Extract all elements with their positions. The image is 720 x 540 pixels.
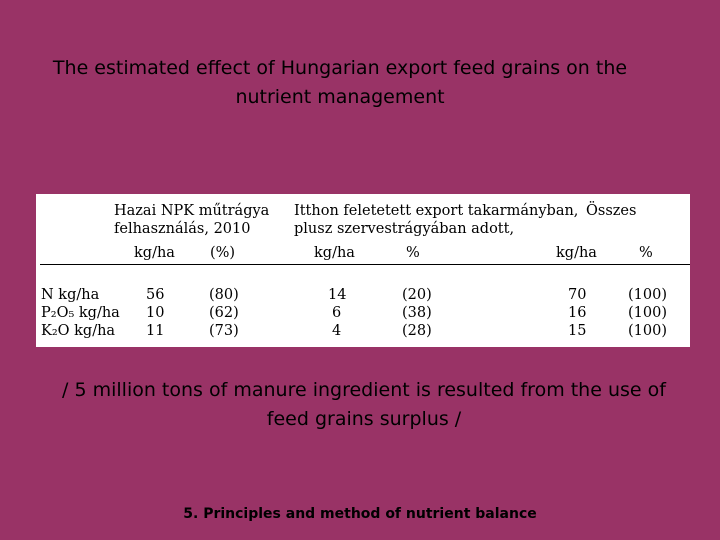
- table-cell: (100): [628, 287, 667, 303]
- slide-footer: 5. Principles and method of nutrient bal…: [183, 506, 537, 522]
- table-cell: (20): [402, 287, 432, 303]
- group-header-osszes: Összes: [586, 203, 637, 219]
- col-header-kgha-3: kg/ha: [556, 245, 597, 261]
- table-cell: (73): [209, 323, 239, 339]
- table-cell: (80): [209, 287, 239, 303]
- col-header-kgha-2: kg/ha: [314, 245, 355, 261]
- table-cell: (62): [209, 305, 239, 321]
- table-cell: 16: [568, 305, 587, 321]
- col-header-pct-3: %: [639, 245, 653, 261]
- table-cell: 70: [568, 287, 587, 303]
- table-cell: (100): [628, 323, 667, 339]
- table-cell: (100): [628, 305, 667, 321]
- header-divider: [40, 264, 690, 265]
- nutrient-table: Hazai NPK műtrágya felhasználás, 2010 It…: [36, 194, 690, 347]
- group-header-hazai-2: felhasználás, 2010: [114, 221, 251, 237]
- col-header-pct-1: (%): [210, 245, 236, 261]
- col-header-kgha-1: kg/ha: [134, 245, 175, 261]
- group-header-itthon-1: Itthon feletetett export takarmányban,: [294, 203, 579, 219]
- group-header-itthon-2: plusz szervestrágyában adott,: [294, 221, 515, 237]
- table-cell: 4: [332, 323, 342, 339]
- slide-title: The estimated effect of Hungarian export…: [52, 57, 628, 108]
- row-label: K₂O kg/ha: [41, 323, 116, 339]
- row-label: N kg/ha: [41, 287, 100, 303]
- table-cell: 14: [328, 287, 347, 303]
- table-cell: 6: [332, 305, 342, 321]
- table-cell: 56: [146, 287, 165, 303]
- table-cell: (28): [402, 323, 432, 339]
- table-cell: 10: [146, 305, 165, 321]
- table-cell: 15: [568, 323, 587, 339]
- row-label: P₂O₅ kg/ha: [41, 305, 120, 321]
- slide-note: / 5 million tons of manure ingredient is…: [62, 379, 666, 430]
- table-cell: 11: [146, 323, 165, 339]
- col-header-pct-2: %: [406, 245, 420, 261]
- group-header-hazai-1: Hazai NPK műtrágya: [114, 203, 270, 219]
- table-cell: (38): [402, 305, 432, 321]
